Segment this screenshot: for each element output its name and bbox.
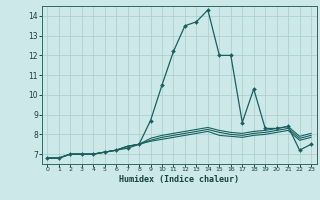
X-axis label: Humidex (Indice chaleur): Humidex (Indice chaleur) bbox=[119, 175, 239, 184]
